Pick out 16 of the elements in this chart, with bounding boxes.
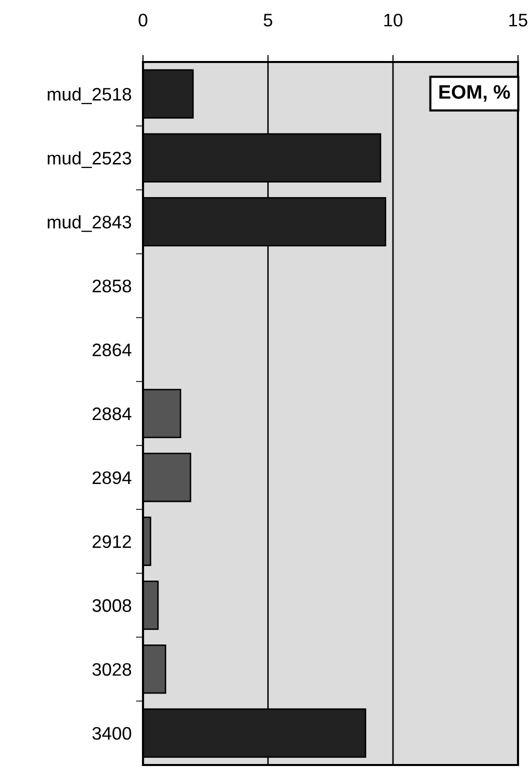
y-tick-label: 2894 [92,471,132,484]
y-tick-label: 2912 [92,535,131,548]
x-tick-label: 15 [509,14,528,26]
x-tick-label: 5 [264,14,272,26]
y-tick-label: 3028 [92,663,132,676]
y-tick-label: 2864 [92,344,132,356]
text: EOM, % [439,85,510,102]
y-tick-label: 3400 [92,726,132,740]
y-tick-label: mud_2518 [48,87,132,104]
x-tick-label: 0 [138,14,148,26]
y-tick-label: mud_2843 [48,215,132,232]
y-tick-label: 3008 [92,599,132,612]
y-tick-label: 2858 [92,280,132,292]
x-tick-label: 10 [384,14,402,26]
y-tick-label: mud_2523 [48,151,132,168]
y-tick-label: 2884 [92,407,132,420]
